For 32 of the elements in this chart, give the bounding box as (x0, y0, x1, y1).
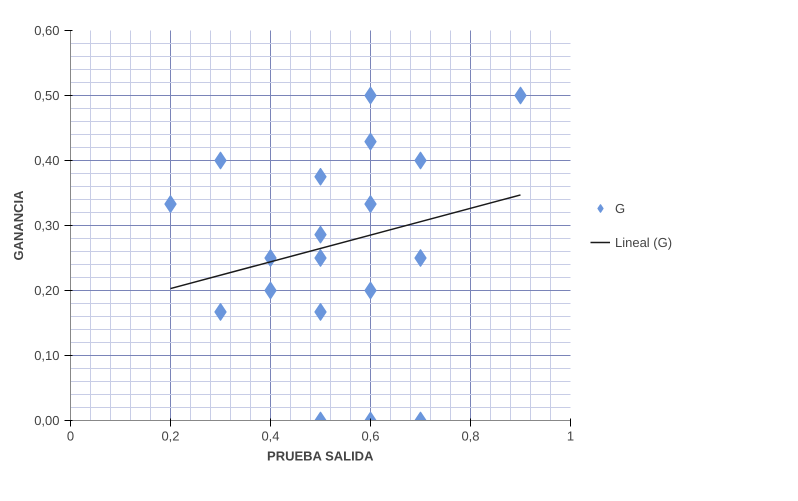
point (314, 302, 327, 321)
point (364, 282, 377, 300)
point (314, 226, 327, 244)
x-tick-label: 0 (66, 428, 74, 444)
point (414, 152, 427, 170)
legend-label: Lineal (G) (615, 234, 672, 250)
y-tick-label: 0,50 (34, 88, 60, 103)
y-tick-label: 0,30 (34, 218, 60, 233)
y-tick-label: 0,00 (34, 413, 60, 428)
point (364, 86, 377, 104)
y-tick-label: 0,40 (34, 153, 60, 168)
x-tick-label: 0,8 (461, 428, 480, 444)
legend-label: G (615, 200, 626, 216)
point (514, 86, 527, 104)
x-tick-label: 1 (566, 428, 574, 444)
y-axis-title: GANANCIA (11, 190, 26, 261)
point (314, 168, 327, 186)
point (364, 132, 377, 151)
x-tick-label: 0,6 (361, 428, 380, 444)
point (414, 249, 427, 267)
y-tick-label: 0,10 (34, 348, 60, 363)
y-tick-label: 0,20 (34, 283, 60, 298)
point (314, 249, 327, 267)
point (164, 195, 177, 214)
x-tick-label: 0,4 (261, 428, 280, 444)
point (264, 282, 277, 300)
x-tick-label: 0,2 (161, 428, 180, 444)
point (214, 302, 227, 321)
point (364, 195, 377, 214)
x-axis-title: PRUEBA SALIDA (267, 448, 374, 464)
point (214, 152, 227, 170)
y-tick-label: 0,60 (34, 23, 60, 38)
